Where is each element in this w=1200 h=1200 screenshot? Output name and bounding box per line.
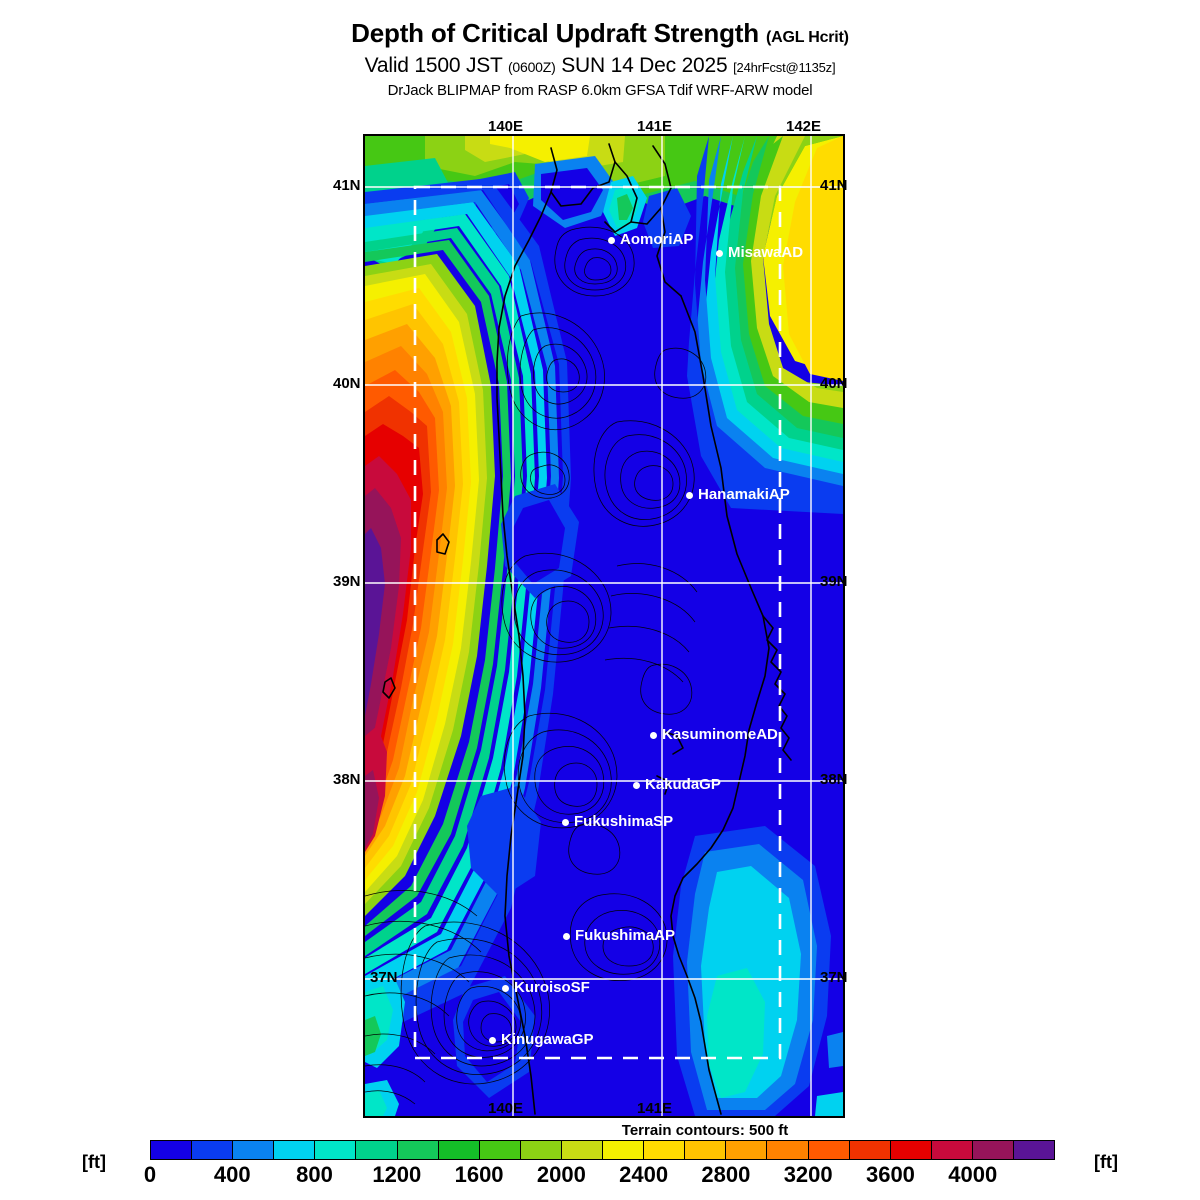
colorbar-unit-left: [ft] — [82, 1152, 106, 1172]
lat-label-right-41n: 41N — [820, 177, 848, 194]
valid-date-text: SUN 14 Dec 2025 — [561, 54, 728, 77]
lat-label-right-38n: 38N — [820, 771, 848, 788]
station-marker-kinugawagp[interactable] — [489, 1037, 496, 1044]
terrain-contour-note-text: Terrain contours: 500 ft — [621, 1122, 789, 1139]
colorbar-band-12 — [644, 1141, 686, 1159]
model-line: DrJack BLIPMAP from RASP 6.0km GFSA Tdif… — [387, 82, 813, 99]
lat-label-left-40n: 40N — [333, 375, 361, 392]
station-marker-hanamakiap[interactable] — [686, 492, 693, 499]
station-label-misawaad: MisawaAD — [728, 244, 804, 261]
colorbar-band-8 — [479, 1141, 521, 1159]
station-marker-misawaad[interactable] — [716, 250, 723, 257]
colorbar-band-13 — [685, 1141, 727, 1159]
colorbar-band-20 — [972, 1141, 1014, 1159]
station-marker-kasuminomead[interactable] — [650, 732, 657, 739]
colorbar-tick-1200: 1200 — [372, 1162, 422, 1187]
lat-label-left-37n: 37N — [370, 969, 398, 986]
colorbar-tick-1600: 1600 — [454, 1162, 504, 1187]
station-label-kasuminomead: KasuminomeAD — [662, 726, 778, 743]
station-marker-kakudagp[interactable] — [633, 782, 640, 789]
colorbar-tick-2400: 2400 — [619, 1162, 669, 1187]
colorbar-tick-labels: 0 400 800 1200 1600 2000 2400 2800 3200 3600 4000 — [0, 1162, 1200, 1192]
lat-label-left-38n: 38N — [333, 771, 361, 788]
lat-label-right-40n: 40N — [820, 375, 848, 392]
title-block: Depth of Critical Updraft Strength (AGL … — [0, 18, 1200, 101]
colorbar-band-16 — [808, 1141, 850, 1159]
colorbar-band-10 — [561, 1141, 604, 1159]
valid-time-line: Valid 1500 JST (0600Z) SUN 14 Dec 2025 [… — [0, 53, 1200, 81]
lat-label-left-39n: 39N — [333, 573, 361, 590]
station-label-fukushimaap: FukushimaAP — [575, 927, 676, 944]
colorbar-unit-right: [ft] — [1094, 1152, 1118, 1172]
map-raster — [365, 136, 843, 1116]
colorbar-band-5 — [356, 1141, 398, 1159]
colorbar-band-2 — [233, 1141, 275, 1159]
station-label-fukushimasp: FukushimaSP — [574, 813, 674, 830]
forecast-map[interactable] — [363, 134, 845, 1118]
colorbar-tick-2000: 2000 — [536, 1162, 586, 1187]
station-marker-aomoriap[interactable] — [608, 237, 615, 244]
title-paren-text: (AGL Hcrit) — [765, 29, 849, 46]
colorbar-band-0 — [151, 1141, 193, 1159]
colorbar-band-6 — [397, 1141, 439, 1159]
station-label-hanamakiap: HanamakiAP — [698, 486, 790, 503]
colorbar-tick-3200: 3200 — [783, 1162, 833, 1187]
valid-prefix-text: Valid 1500 JST — [364, 54, 503, 77]
colorbar-band-1 — [192, 1141, 234, 1159]
station-marker-kuroisosf[interactable] — [502, 985, 509, 992]
colorbar-band-14 — [726, 1141, 768, 1159]
colorbar-band-19 — [931, 1141, 973, 1159]
lon-label-top-142e: 142E — [786, 118, 822, 135]
colorbar-tick-2800: 2800 — [701, 1162, 751, 1187]
title-main-text: Depth of Critical Updraft Strength — [351, 18, 759, 48]
valid-zulu-text: (0600Z) — [507, 59, 556, 75]
colorbar-tick-0: 0 — [143, 1162, 157, 1187]
lon-label-top-140e: 140E — [488, 118, 524, 135]
lon-label-bottom-141e: 141E — [637, 1100, 673, 1117]
colorbar-tick-400: 400 — [213, 1162, 251, 1187]
colorbar[interactable] — [150, 1140, 1055, 1160]
colorbar-band-18 — [890, 1141, 932, 1159]
colorbar-band-21 — [1013, 1141, 1055, 1159]
colorbar-band-17 — [849, 1141, 891, 1159]
colorbar-band-11 — [603, 1141, 645, 1159]
lat-label-right-39n: 39N — [820, 573, 848, 590]
station-label-kakudagp: KakudaGP — [645, 776, 721, 793]
page-title: Depth of Critical Updraft Strength (AGL … — [0, 18, 1200, 53]
lat-label-left-41n: 41N — [333, 177, 361, 194]
colorbar-tick-800: 800 — [296, 1162, 333, 1187]
colorbar-band-15 — [767, 1141, 809, 1159]
lat-label-right-37n: 37N — [820, 969, 848, 986]
colorbar-tick-3600: 3600 — [865, 1162, 915, 1187]
lon-label-bottom-140e: 140E — [488, 1100, 524, 1117]
colorbar-band-9 — [520, 1141, 562, 1159]
station-marker-fukushimaap[interactable] — [563, 933, 570, 940]
forecast-tag-text: [24hrFcst@1135z] — [733, 60, 836, 75]
lon-label-top-141e: 141E — [637, 118, 673, 135]
colorbar-tick-4000: 4000 — [948, 1162, 998, 1187]
colorbar-band-4 — [315, 1141, 357, 1159]
station-label-kuroisosf: KuroisoSF — [514, 979, 590, 996]
station-label-aomoriap: AomoriAP — [620, 231, 694, 248]
terrain-contour-note: Terrain contours: 500 ft — [0, 1122, 1200, 1139]
station-marker-fukushimasp[interactable] — [562, 819, 569, 826]
station-label-kinugawagp: KinugawaGP — [501, 1031, 594, 1048]
colorbar-band-7 — [438, 1141, 480, 1159]
colorbar-band-3 — [274, 1141, 316, 1159]
